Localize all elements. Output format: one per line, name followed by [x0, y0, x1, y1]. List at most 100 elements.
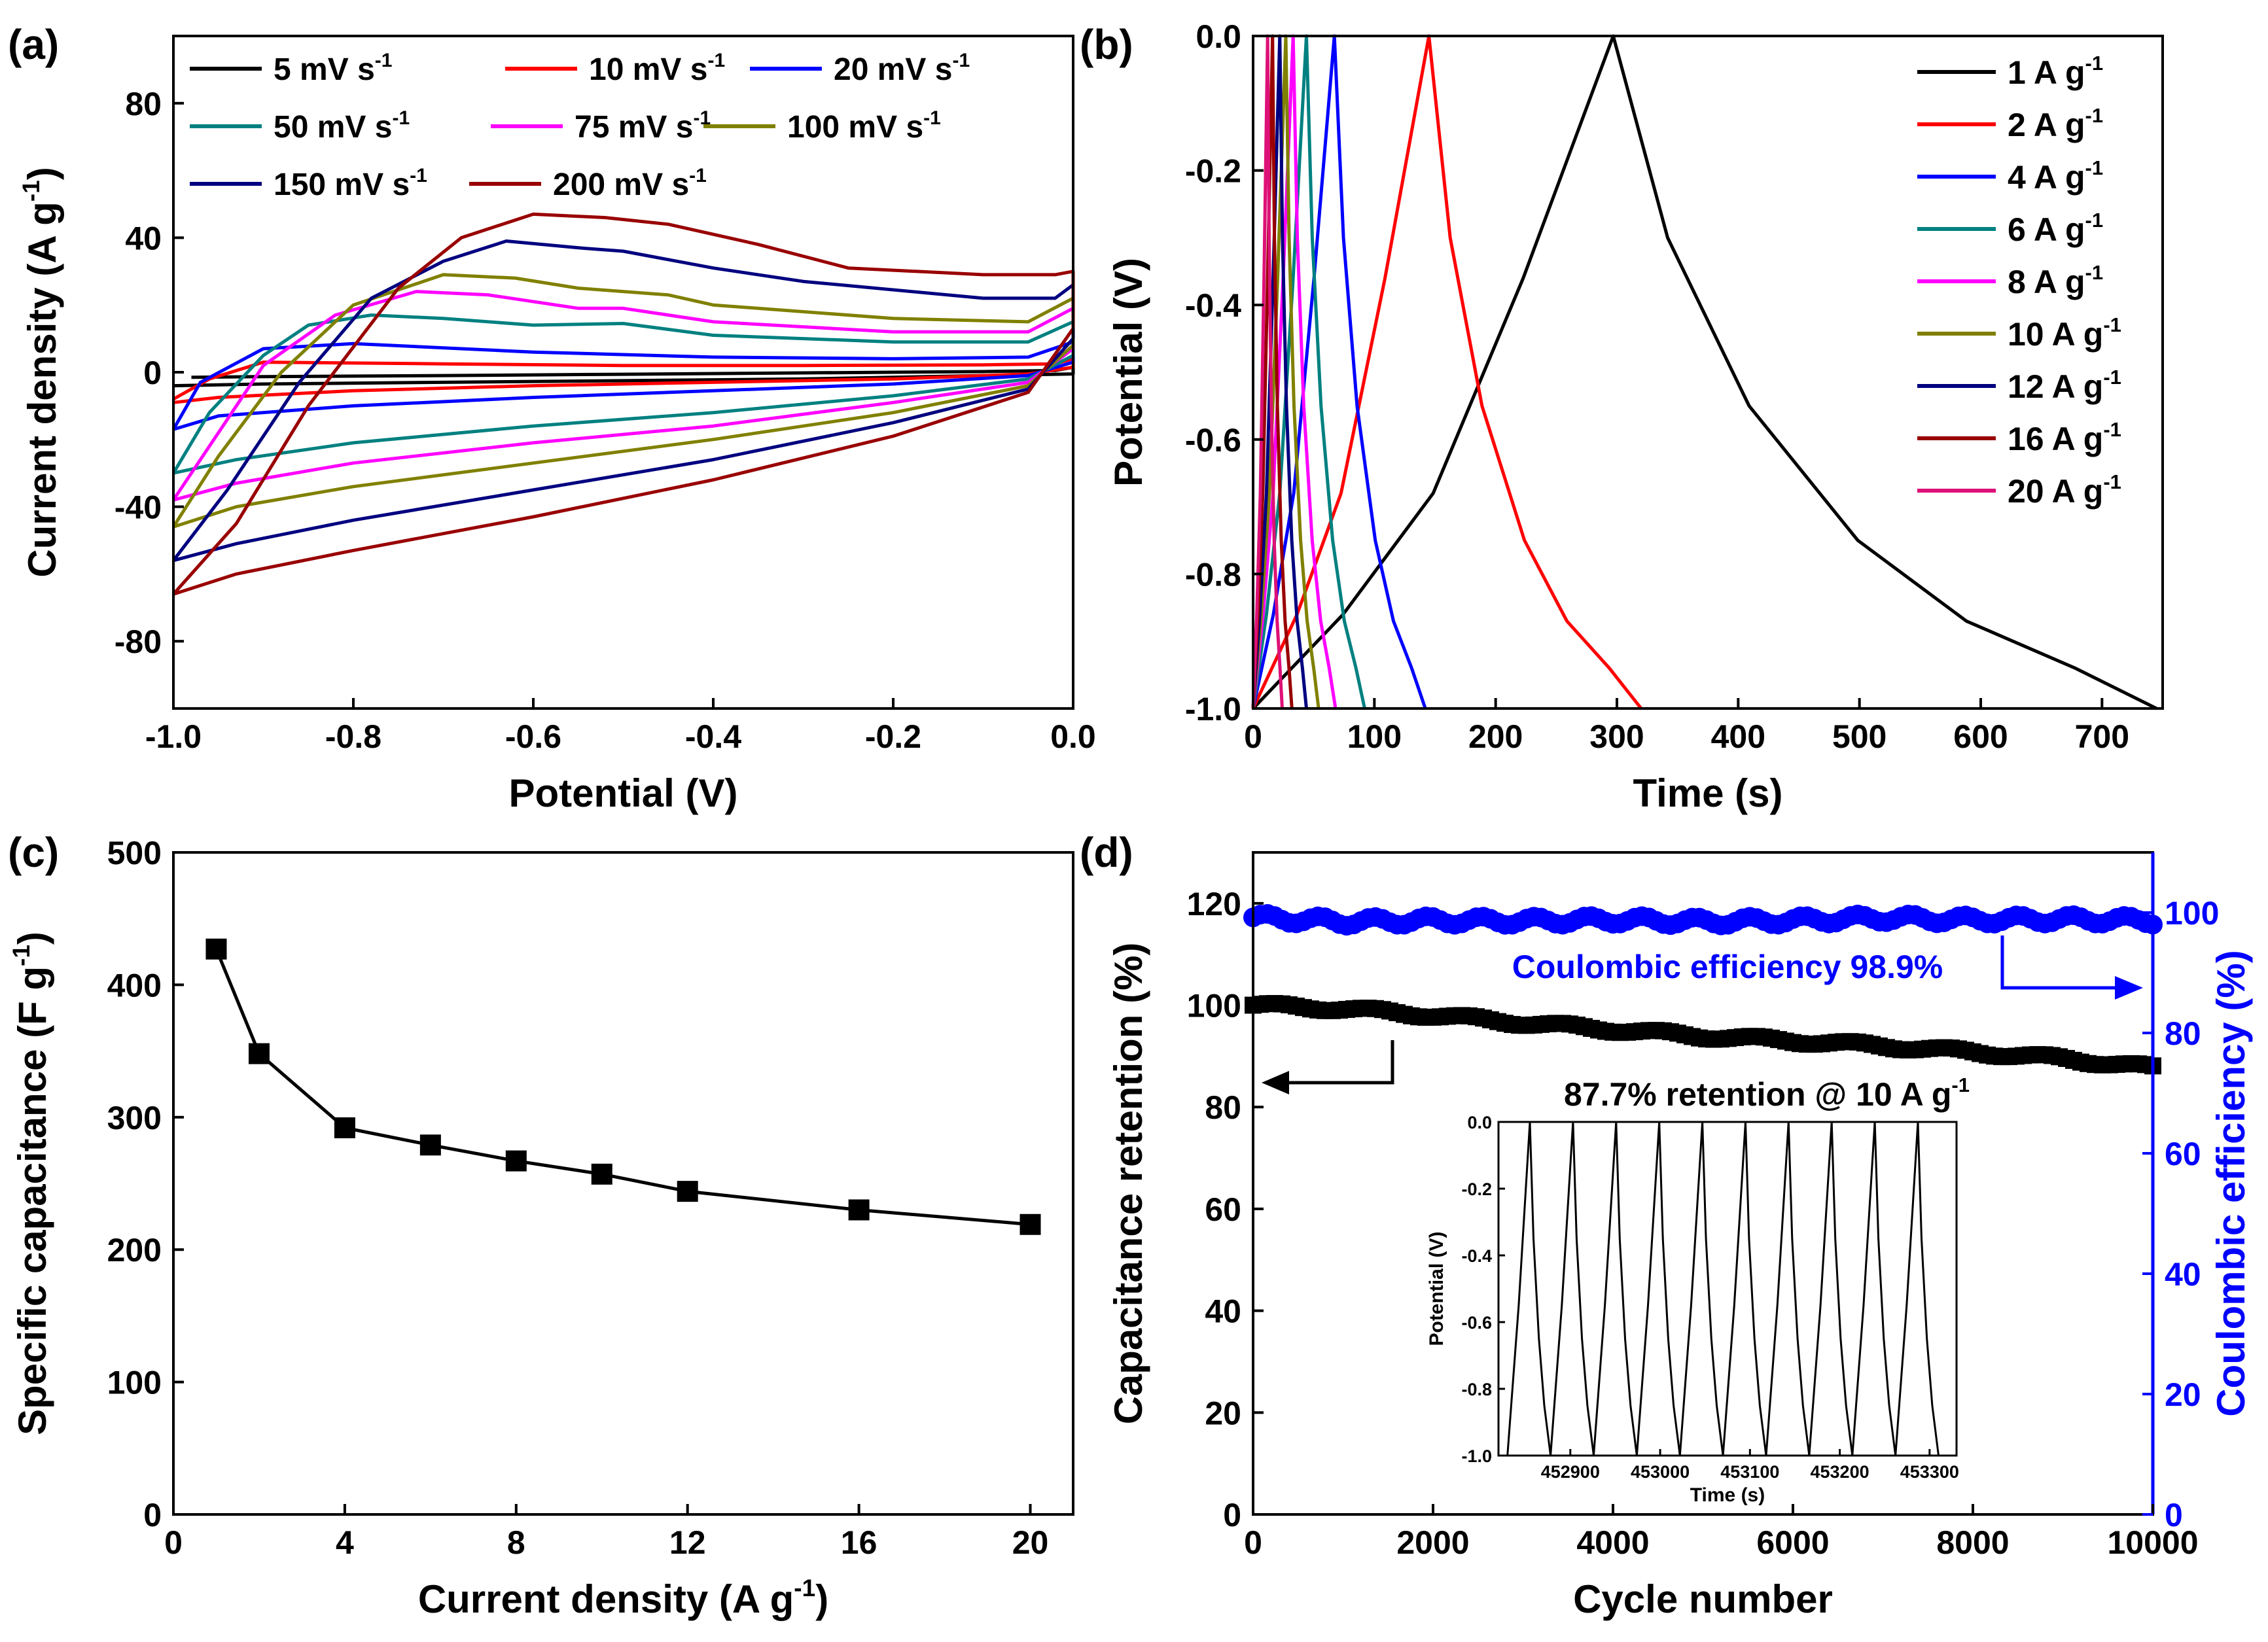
legend-label: 1 A g-1 — [2008, 52, 2103, 91]
inset-ytick-label: -0.2 — [1461, 1179, 1492, 1199]
capacitance-marker — [591, 1163, 612, 1185]
inset-xtick-label: 453000 — [1631, 1462, 1690, 1482]
cv-curve-4 — [171, 313, 1075, 475]
legend-label: 10 A g-1 — [2008, 313, 2121, 353]
legend-label: 20 mV s-1 — [834, 50, 970, 87]
c-ytick-label: 500 — [107, 835, 162, 871]
d-left-ytick-label: 100 — [1187, 988, 1241, 1024]
legend-label: 50 mV s-1 — [274, 107, 410, 145]
gcd-curve-8 — [1251, 34, 1294, 709]
legend-label: 6 A g-1 — [2008, 209, 2103, 248]
d-right-ytick-label: 40 — [2165, 1256, 2201, 1293]
c-ytick-label: 300 — [107, 1100, 162, 1136]
panel-d-label: (d) — [1080, 829, 1133, 876]
inset-xtick-label: 453300 — [1900, 1462, 1959, 1482]
gcd-curve-6 — [1251, 34, 1320, 709]
inset-ylabel: Potential (V) — [1426, 1231, 1447, 1346]
capacitance-marker — [248, 1043, 270, 1064]
b-xtick-label: 300 — [1589, 718, 1644, 755]
capacitance-marker — [1019, 1214, 1041, 1235]
b-ytick-label: -0.6 — [1185, 422, 1241, 459]
b-xtick-label: 500 — [1832, 718, 1887, 755]
d-right-ytick-label: 20 — [2165, 1376, 2201, 1413]
d-left-ytick-label: 120 — [1187, 886, 1241, 922]
legend-label: 20 A g-1 — [2008, 470, 2121, 510]
panel-b-gcd-curves: 0 100 200 300 400 500 600 700 -1.0 -0.8 -0.6 -0.4 -0… — [1080, 18, 2164, 815]
a-xtick-label: -0.8 — [325, 718, 381, 755]
d-ylabel-left: Capacitance retention (%) — [1107, 943, 1150, 1425]
d-xtick-label: 10000 — [2107, 1524, 2198, 1561]
panel-a-cv-curves: -1.0 -0.8 -0.6 -0.4 -0.2 0.0 -80 -40 0 40 80 Potent… — [8, 21, 1096, 815]
a-ylabel: Current density (A g-1) — [18, 167, 64, 577]
legend-label: 2 A g-1 — [2008, 104, 2103, 143]
c-xtick-label: 4 — [336, 1524, 354, 1561]
legend-label: 200 mV s-1 — [553, 165, 707, 202]
d-left-ytick-label: 80 — [1205, 1089, 1241, 1126]
a-ytick-label: 40 — [125, 220, 162, 256]
c-xtick-label: 20 — [1012, 1524, 1049, 1561]
capacitance-marker — [677, 1181, 698, 1202]
a-xtick-label: -0.4 — [685, 718, 741, 755]
c-xtick-label: 12 — [669, 1524, 706, 1561]
d-xlabel: Cycle number — [1573, 1577, 1833, 1621]
legend-label: 16 A g-1 — [2008, 418, 2121, 457]
c-ytick-label: 400 — [107, 967, 162, 1004]
gcd-curve-7 — [1251, 34, 1308, 709]
inset-xlabel: Time (s) — [1690, 1484, 1765, 1506]
b-xtick-label: 100 — [1347, 718, 1402, 755]
d-left-ytick-label: 0 — [1223, 1497, 1241, 1533]
d-left-ytick-label: 60 — [1205, 1191, 1241, 1228]
inset-xtick-label: 453100 — [1720, 1462, 1779, 1482]
d-ylabel-right: Coulombic efficiency (%) — [2209, 950, 2253, 1416]
a-ytick-label: 80 — [125, 86, 162, 122]
gcd-curve-5 — [1251, 34, 1338, 709]
legend-label: 100 mV s-1 — [787, 107, 941, 145]
efficiency-annotation: Coulombic efficiency 98.9% — [1512, 949, 1943, 985]
c-xtick-label: 0 — [164, 1524, 183, 1561]
b-xtick-label: 700 — [2075, 718, 2129, 755]
panel-d-cycling-stability: 0 2000 4000 6000 8000 10000020406080100120020… — [1080, 829, 2253, 1621]
c-ytick-label: 100 — [107, 1365, 162, 1401]
a-xtick-label: 0.0 — [1050, 718, 1096, 755]
c-ytick-label: 0 — [143, 1497, 162, 1533]
a-ytick-label: -80 — [115, 623, 162, 660]
d-xtick-label: 2000 — [1396, 1524, 1469, 1561]
b-xtick-label: 200 — [1468, 718, 1523, 755]
gcd-curve-3 — [1251, 34, 1427, 709]
inset-ytick-label: -0.6 — [1461, 1313, 1492, 1333]
c-xtick-label: 16 — [841, 1524, 877, 1561]
d-xtick-label: 8000 — [1936, 1524, 2009, 1561]
gcd-curve-2 — [1251, 34, 1643, 710]
panel-b-frame — [1252, 35, 2164, 710]
efficiency-arrow — [2000, 935, 2120, 990]
capacitance-marker — [419, 1134, 441, 1156]
legend-label: 4 A g-1 — [2008, 156, 2103, 196]
panel-c-label: (c) — [8, 829, 59, 876]
cv-curve-8 — [172, 212, 1075, 596]
a-xtick-label: -0.6 — [505, 718, 561, 755]
b-ytick-label: -0.2 — [1185, 153, 1241, 190]
panel-b-label: (b) — [1080, 21, 1133, 68]
d-right-ytick-label: 60 — [2165, 1136, 2201, 1172]
capacitance-line — [215, 948, 1031, 1227]
panel-c-frame — [172, 851, 1074, 1516]
legend-label: 150 mV s-1 — [274, 165, 427, 202]
legend-label: 12 A g-1 — [2008, 366, 2121, 405]
capacitance-marker — [848, 1199, 870, 1221]
c-xlabel: Current density (A g-1) — [418, 1575, 828, 1621]
c-ylabel: Specific capacitance (F g-1) — [8, 932, 54, 1435]
a-ytick-label: 0 — [143, 355, 162, 391]
d-right-ytick-label: 0 — [2165, 1497, 2183, 1533]
d-left-ytick-label: 40 — [1205, 1293, 1241, 1330]
legend-label: 5 mV s-1 — [274, 50, 392, 87]
capacitance-marker — [334, 1117, 355, 1138]
d-left-ytick-label: 20 — [1205, 1395, 1241, 1431]
inset-ytick-label: -0.8 — [1461, 1380, 1492, 1399]
retention-arrowhead — [1262, 1071, 1289, 1094]
a-xtick-label: -1.0 — [145, 718, 202, 755]
gcd-curve-1 — [1252, 34, 2157, 710]
efficiency-arrowhead — [2115, 976, 2143, 1000]
a-ytick-label: -40 — [115, 489, 162, 526]
